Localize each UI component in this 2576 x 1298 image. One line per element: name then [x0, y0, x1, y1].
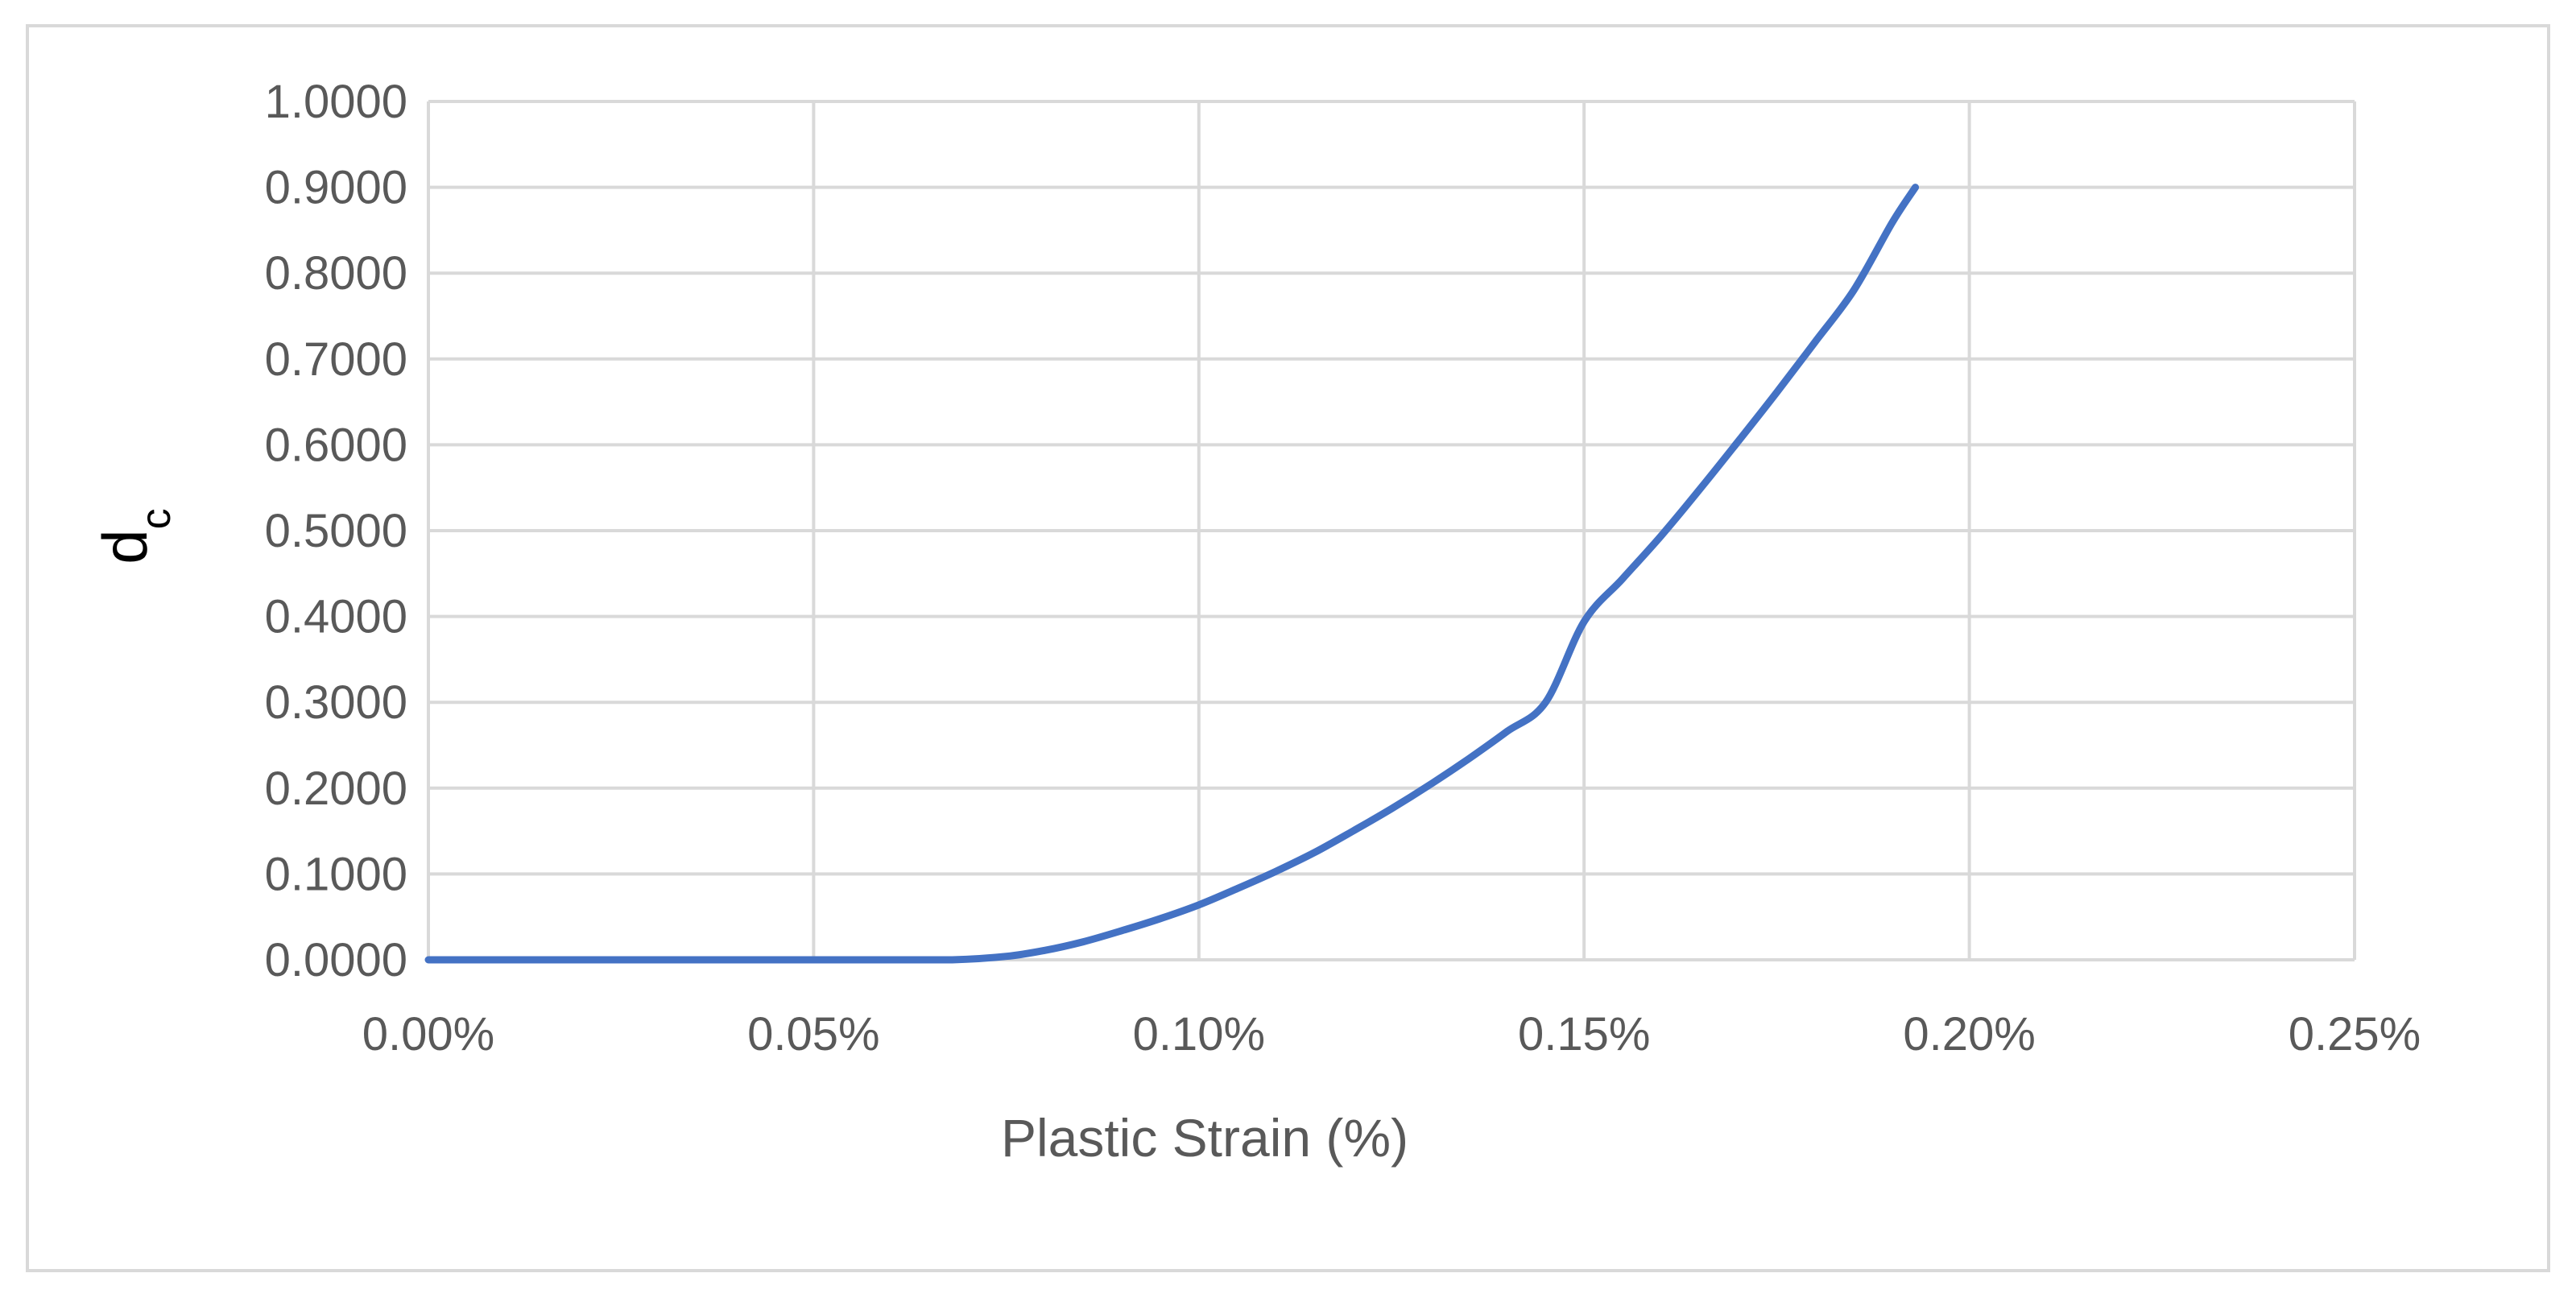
y-tick-label: 0.8000 [265, 247, 407, 300]
y-axis-title: dc [89, 508, 180, 564]
y-tick-label: 0.3000 [265, 676, 407, 729]
y-tick-label: 0.9000 [265, 162, 407, 214]
y-tick-label: 0.2000 [265, 763, 407, 815]
x-tick-label: 0.10% [1133, 1008, 1265, 1060]
x-tick-label: 0.20% [1903, 1008, 2035, 1060]
y-tick-label: 0.7000 [265, 333, 407, 386]
x-axis-title: Plastic Strain (%) [1001, 1108, 1408, 1168]
x-axis-tick-labels: 0.00% 0.05% 0.10% 0.15% 0.20% 0.25% [362, 1008, 2421, 1060]
grid-lines [427, 100, 2356, 961]
y-axis-title-subscript: c [133, 508, 180, 529]
chart-svg: 0.0000 0.1000 0.2000 0.3000 0.4000 0.5000 0.60… [89, 76, 2421, 1168]
x-tick-label: 0.15% [1518, 1008, 1650, 1060]
y-tick-label: 0.4000 [265, 591, 407, 643]
series-line [424, 184, 1920, 964]
y-tick-label: 0.1000 [265, 848, 407, 900]
y-tick-label: 0.5000 [265, 505, 407, 557]
y-axis-tick-labels: 0.0000 0.1000 0.2000 0.3000 0.4000 0.5000 0.60… [265, 76, 407, 986]
y-tick-label: 1.0000 [265, 76, 407, 128]
y-tick-label: 0.6000 [265, 419, 407, 471]
y-axis-title-main: d [89, 529, 160, 564]
y-tick-label: 0.0000 [265, 934, 407, 986]
series-layer [424, 184, 1920, 964]
x-tick-label: 0.00% [362, 1008, 494, 1060]
x-tick-label: 0.25% [2289, 1008, 2421, 1060]
chart-frame: 0.0000 0.1000 0.2000 0.3000 0.4000 0.5000 0.60… [26, 24, 2550, 1272]
x-tick-label: 0.05% [747, 1008, 879, 1060]
